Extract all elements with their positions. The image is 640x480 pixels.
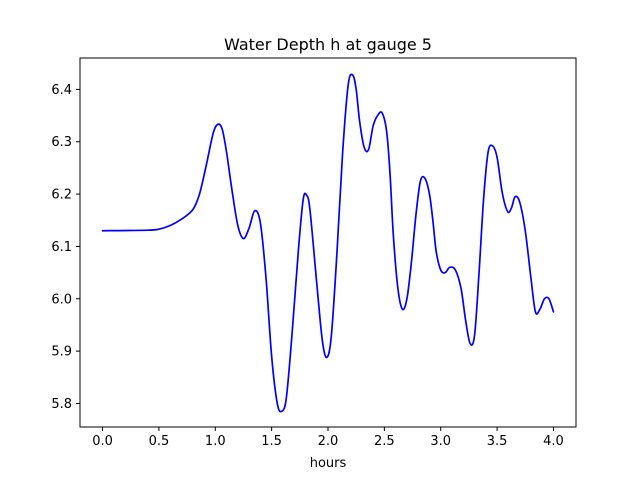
x-tick-label: 0.0 (92, 434, 113, 449)
x-tick-label: 4.0 (543, 434, 564, 449)
x-tick-label: 2.5 (374, 434, 395, 449)
y-tick-label: 5.8 (51, 397, 72, 412)
y-tick-label: 6.2 (51, 188, 72, 203)
y-tick-label: 5.9 (51, 345, 72, 360)
x-tick-label: 2.0 (318, 434, 339, 449)
y-tick-label: 6.4 (51, 83, 72, 98)
x-tick-label: 0.5 (149, 434, 170, 449)
x-tick-label: 3.0 (430, 434, 451, 449)
chart-title: Water Depth h at gauge 5 (224, 35, 432, 54)
y-tick-label: 6.1 (51, 240, 72, 255)
y-axis: 5.8 5.9 6.0 6.1 6.2 6.3 6.4 (51, 83, 80, 412)
y-tick-label: 6.3 (51, 135, 72, 150)
plot-area (101, 73, 555, 413)
x-axis: 0.0 0.5 1.0 1.5 2.0 2.5 3.0 3.5 4.0 (92, 427, 564, 449)
x-tick-label: 1.5 (261, 434, 282, 449)
x-axis-title: hours (310, 456, 347, 471)
x-tick-label: 3.5 (487, 434, 508, 449)
y-tick-label: 6.0 (51, 292, 72, 307)
x-tick-label: 1.0 (205, 434, 226, 449)
series-line-0 (101, 73, 555, 413)
